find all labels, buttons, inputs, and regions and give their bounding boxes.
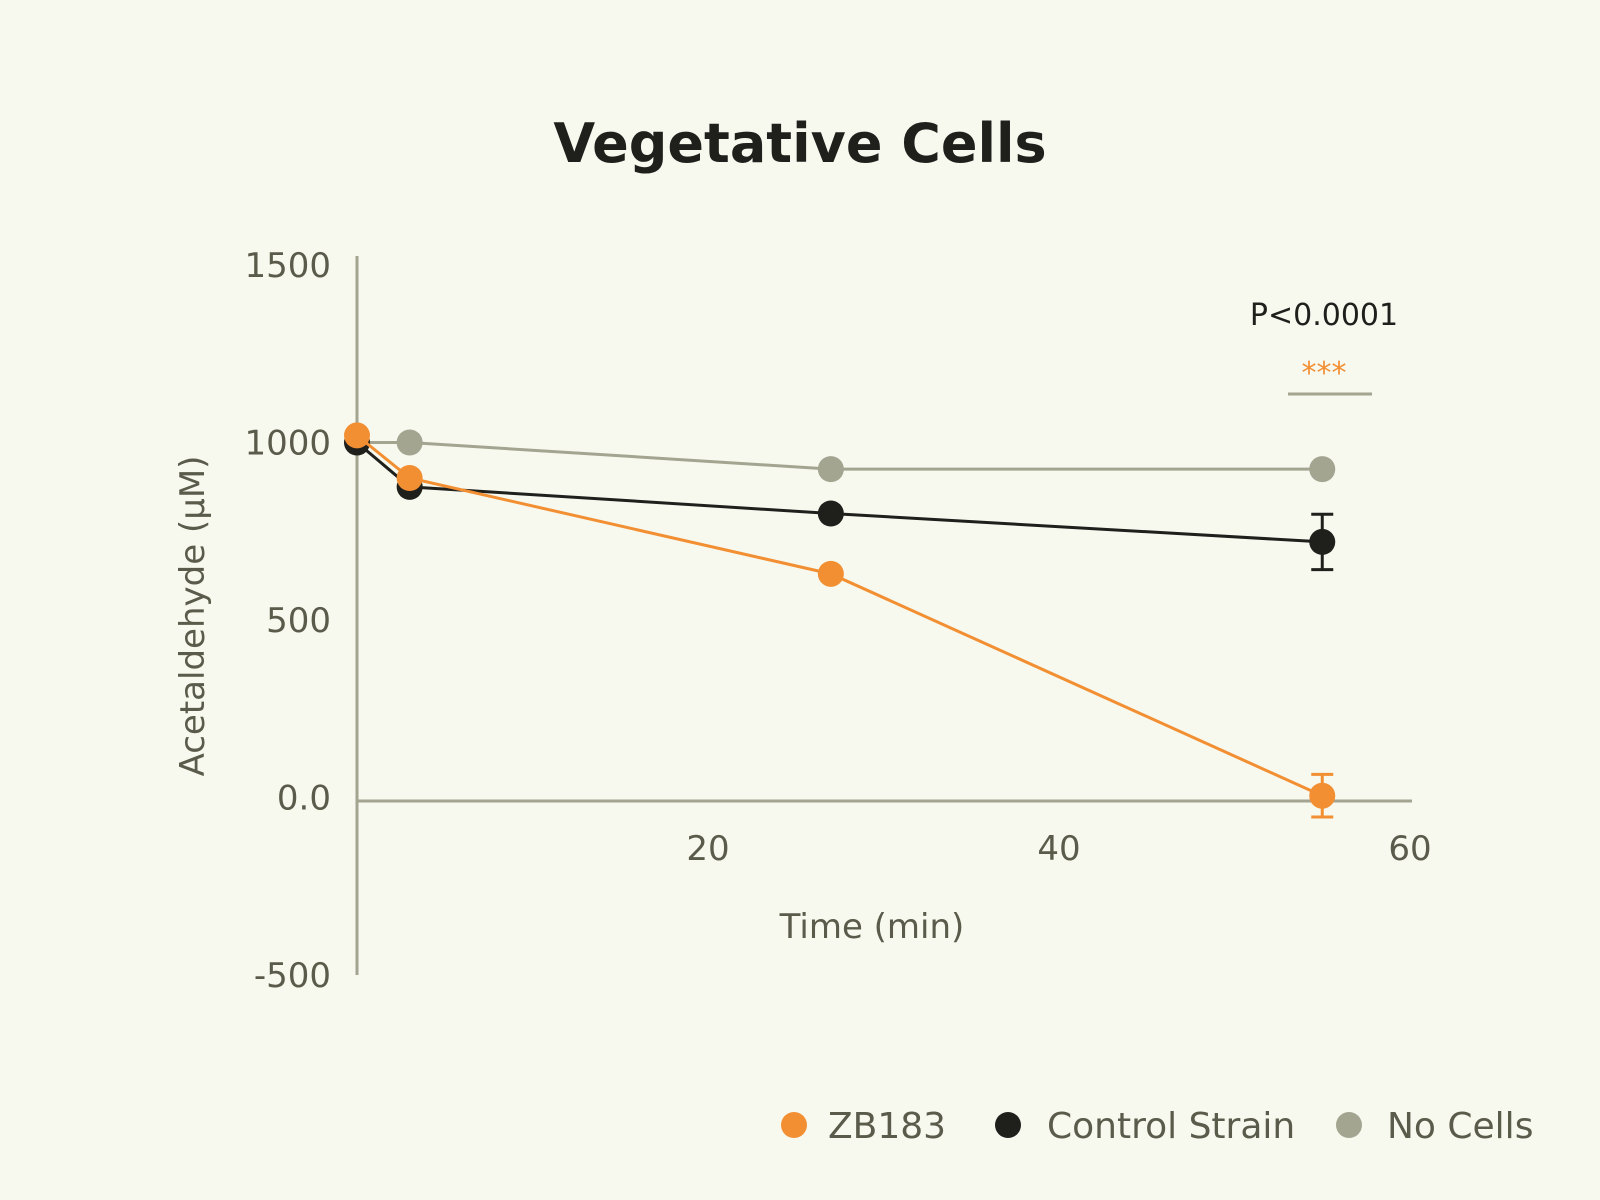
series-line xyxy=(356,434,1323,798)
data-point xyxy=(817,500,844,527)
x-tick-label: 60 xyxy=(1388,829,1431,869)
y-tick-label: 0.0 xyxy=(277,779,331,819)
axes-group xyxy=(355,256,1412,975)
legend-label: Control Strain xyxy=(1047,1106,1295,1147)
y-tick-label: 500 xyxy=(266,601,331,641)
series-layer xyxy=(344,422,1336,819)
data-point xyxy=(344,422,370,449)
y-tick-label: -500 xyxy=(254,956,331,996)
legend: ZB183 Control Strain No Cells xyxy=(781,1106,1533,1147)
legend-label: No Cells xyxy=(1387,1106,1533,1147)
legend-swatch xyxy=(995,1112,1021,1138)
series-zb183 xyxy=(344,422,1336,819)
y-tick-label: 1500 xyxy=(244,246,331,286)
data-point xyxy=(817,560,844,587)
legend-swatch xyxy=(781,1112,807,1138)
data-point xyxy=(1309,782,1336,809)
y-tick-label: 1000 xyxy=(244,424,331,464)
data-point xyxy=(1309,456,1336,483)
x-tick-label: 20 xyxy=(686,829,729,869)
chart-title: Vegetative Cells xyxy=(553,112,1046,175)
series-no-cells xyxy=(344,429,1336,483)
y-tick-labels: -500 0.0 500 1000 1500 xyxy=(244,246,331,996)
data-point xyxy=(396,429,423,456)
significance-stars: *** xyxy=(1302,356,1347,391)
significance-annotation: P<0.0001 *** xyxy=(1250,298,1398,396)
legend-label: ZB183 xyxy=(828,1106,946,1147)
legend-item: ZB183 xyxy=(781,1106,946,1147)
series-line xyxy=(357,441,1323,471)
x-axis-label: Time (min) xyxy=(779,907,965,947)
data-point xyxy=(1309,528,1336,555)
p-value-label: P<0.0001 xyxy=(1250,298,1398,333)
series-control-strain xyxy=(344,429,1336,572)
data-point xyxy=(396,465,423,491)
legend-item: Control Strain xyxy=(995,1106,1295,1147)
y-axis-label: Acetaldehyde (µM) xyxy=(173,456,213,777)
legend-item: No Cells xyxy=(1336,1106,1533,1147)
x-tick-labels: 20 40 60 xyxy=(686,829,1431,869)
series-line xyxy=(356,441,1323,544)
x-tick-label: 40 xyxy=(1037,829,1080,869)
legend-swatch xyxy=(1336,1112,1362,1138)
data-point xyxy=(817,456,844,483)
